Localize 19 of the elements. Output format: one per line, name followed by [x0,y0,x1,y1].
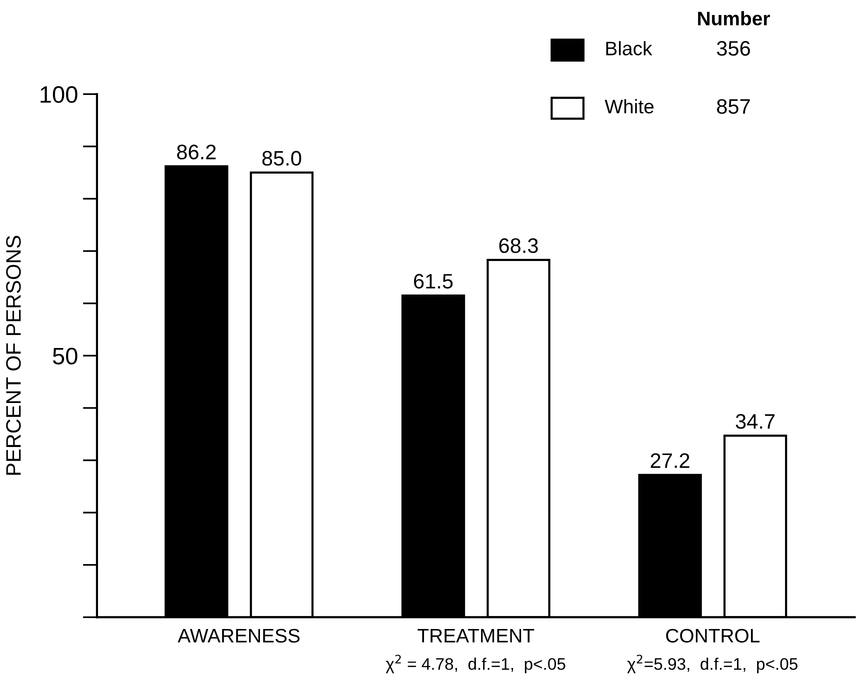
text: χ$^{2}$=5.93, d.f.=1, p<.05 [627,654,798,674]
y-axis-title: PERCENT OF PERSONS [6,236,21,475]
text: 356 [716,41,750,56]
x-tick-label: AWARENESS [178,628,300,643]
data-label: 68.3 [499,238,538,254]
data-label: 85.0 [262,150,302,166]
data-label: 86.2 [177,144,216,160]
data-label: 27.2 [650,453,690,468]
data-label: 34.7 [736,414,775,429]
legend-label: Black [606,41,652,56]
annotation: 857 [717,99,750,114]
legend-label: White [604,99,654,114]
x-tick-label: CONTROL [666,628,760,643]
x-tick-label: TREATMENT [418,629,534,642]
text: χ$^{2}$ = 4.78, d.f.=1, p<.05 [386,654,566,674]
data-label: 61.5 [414,274,453,289]
legend-title: Number [698,11,770,26]
y-tick-label: 50 [52,348,78,364]
y-tick-label: 100 [40,86,78,103]
